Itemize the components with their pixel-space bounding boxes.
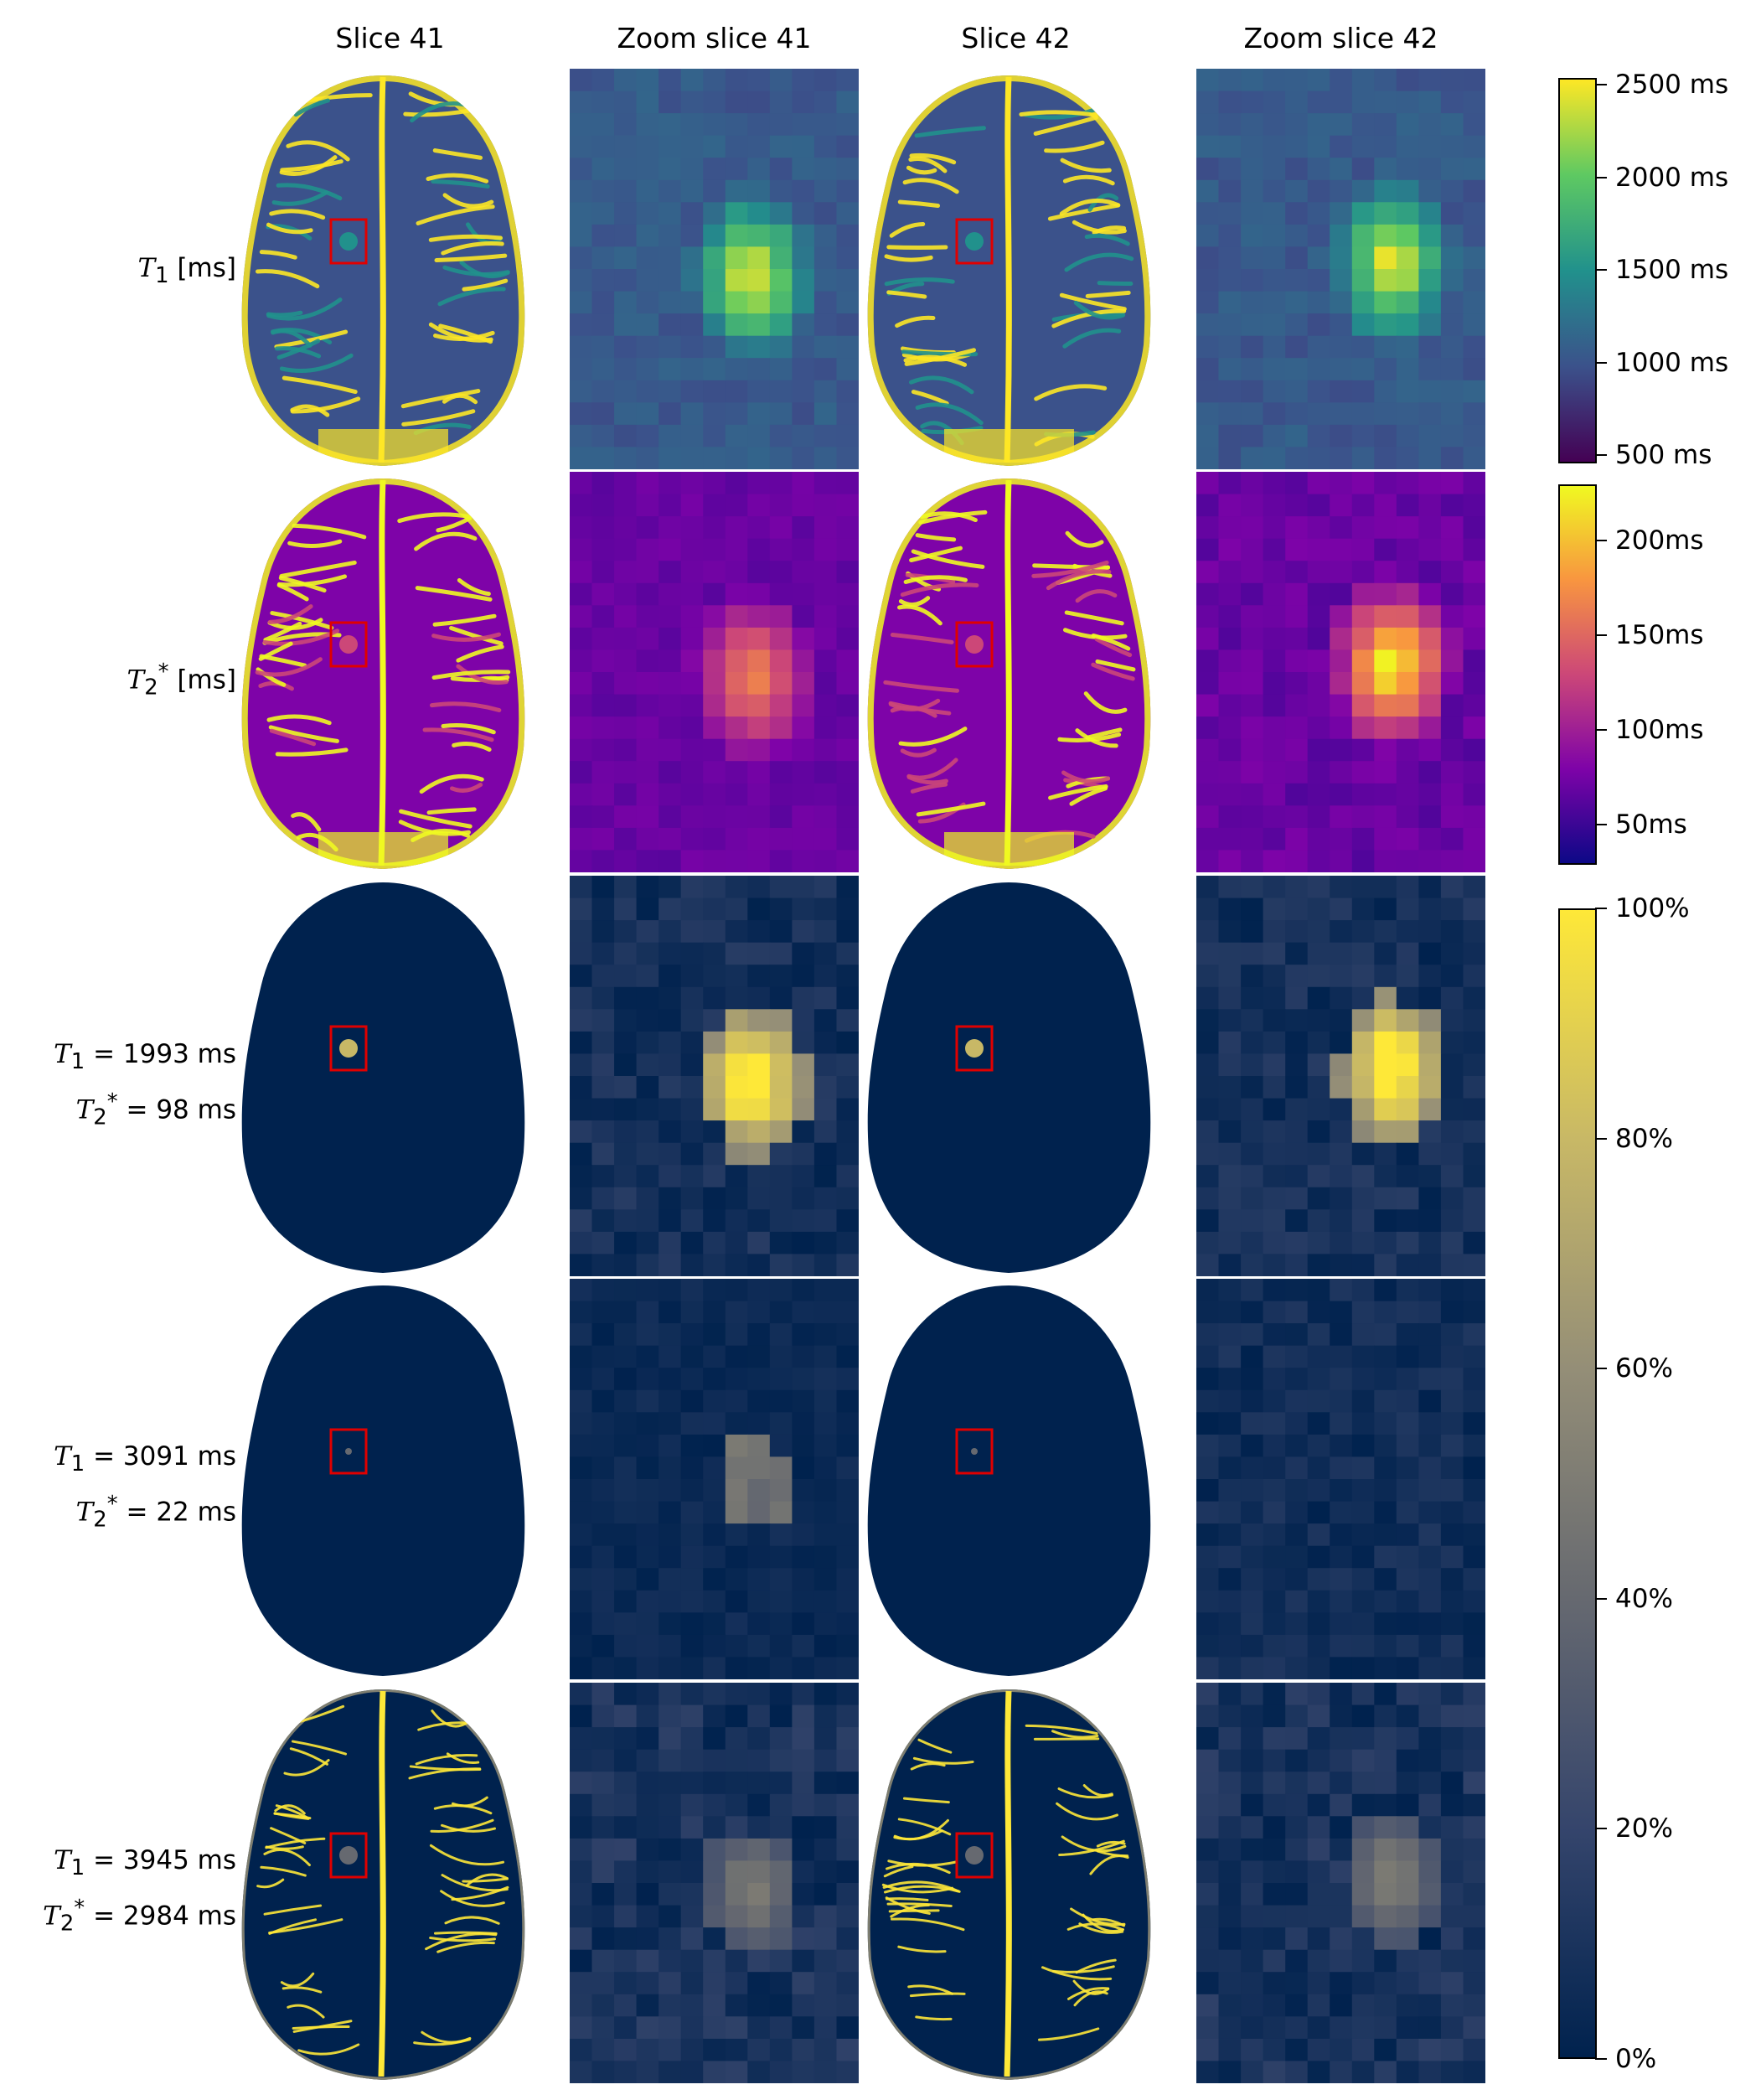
fraction-colorbar-tick bbox=[1595, 1137, 1607, 1140]
panel-t2star-slice-42 bbox=[865, 472, 1154, 872]
t1-colorbar-tick bbox=[1595, 454, 1607, 456]
lesion-spot bbox=[965, 635, 984, 654]
brain-slice bbox=[867, 1285, 1151, 1676]
t1-colorbar-tick bbox=[1595, 84, 1607, 85]
lesion-spot bbox=[339, 635, 358, 654]
t2star-colorbar-tick bbox=[1595, 729, 1607, 731]
panel-component-3-zoom-slice-41 bbox=[570, 1683, 859, 2083]
fraction-colorbar-tick-label: 20% bbox=[1615, 1813, 1673, 1844]
zoom-region-box bbox=[329, 1832, 368, 1879]
zoom-region-box bbox=[955, 1025, 994, 1072]
panel-component-1-slice-41 bbox=[239, 876, 528, 1276]
t1-colorbar-tick-label: 500 ms bbox=[1615, 440, 1712, 470]
panel-component-3-slice-41 bbox=[239, 1683, 528, 2083]
lesion-spot bbox=[965, 1846, 984, 1865]
row-label-component-3: T1 = 3945 ms T2* = 2984 ms bbox=[43, 1845, 236, 1937]
panel-component-1-slice-42 bbox=[865, 876, 1154, 1276]
lesion-spot bbox=[339, 1039, 358, 1058]
column-title-zoom-slice-42: Zoom slice 42 bbox=[1243, 22, 1438, 54]
fraction-colorbar-tick-label: 80% bbox=[1615, 1123, 1673, 1154]
fraction-colorbar-tick bbox=[1595, 1828, 1607, 1830]
column-title-zoom-slice-41: Zoom slice 41 bbox=[617, 22, 812, 54]
zoom-region-box bbox=[329, 1428, 368, 1475]
fraction-colorbar-tick bbox=[1595, 1597, 1607, 1600]
brain-slice bbox=[241, 1285, 525, 1676]
panel-component-2-zoom-slice-42 bbox=[1196, 1279, 1485, 1679]
t1-colorbar-tick bbox=[1595, 361, 1607, 364]
panel-t2star-slice-41 bbox=[239, 472, 528, 872]
row-label-t2star: T2* [ms] bbox=[127, 659, 236, 701]
t2star-colorbar-tick-label: 200ms bbox=[1615, 525, 1704, 556]
zoom-region-box bbox=[955, 1832, 994, 1879]
fraction-colorbar bbox=[1558, 908, 1597, 2059]
panel-t2star-zoom-slice-42 bbox=[1196, 472, 1485, 872]
fraction-colorbar-tick-label: 0% bbox=[1615, 2044, 1657, 2074]
lesion-spot bbox=[345, 1448, 352, 1455]
t1-colorbar-tick-label: 2000 ms bbox=[1615, 162, 1729, 193]
zoom-region-box bbox=[955, 218, 994, 265]
zoom-region-box bbox=[329, 218, 368, 265]
panel-component-1-zoom-slice-42 bbox=[1196, 876, 1485, 1276]
panel-t1-slice-42 bbox=[865, 69, 1154, 469]
t1-colorbar-tick bbox=[1595, 176, 1607, 178]
lesion-spot bbox=[965, 232, 984, 251]
brain-slice bbox=[867, 882, 1151, 1273]
panel-component-1-zoom-slice-41 bbox=[570, 876, 859, 1276]
panel-component-3-zoom-slice-42 bbox=[1196, 1683, 1485, 2083]
panel-t2star-zoom-slice-41 bbox=[570, 472, 859, 872]
zoom-region-box bbox=[329, 1025, 368, 1072]
fraction-colorbar-tick-label: 40% bbox=[1615, 1583, 1673, 1614]
lesion-spot bbox=[971, 1448, 978, 1455]
panel-t1-zoom-slice-41 bbox=[570, 69, 859, 469]
row-label-component-1: T1 = 1993 ms T2* = 98 ms bbox=[54, 1039, 236, 1130]
brain-slice bbox=[241, 882, 525, 1273]
t2star-colorbar-tick bbox=[1595, 634, 1607, 636]
panel-t1-zoom-slice-42 bbox=[1196, 69, 1485, 469]
zoom-region-box bbox=[329, 621, 368, 668]
panel-component-2-slice-41 bbox=[239, 1279, 528, 1679]
t1-colorbar-tick-label: 1500 ms bbox=[1615, 255, 1729, 285]
zoom-region-box bbox=[955, 1428, 994, 1475]
fraction-colorbar-tick bbox=[1595, 2058, 1607, 2060]
fraction-colorbar-tick-label: 60% bbox=[1615, 1353, 1673, 1384]
t2star-colorbar-tick-label: 50ms bbox=[1615, 809, 1687, 840]
t1-colorbar-tick-label: 1000 ms bbox=[1615, 347, 1729, 378]
row-label-t1: T1 [ms] bbox=[137, 253, 236, 289]
panel-t1-slice-41 bbox=[239, 69, 528, 469]
t1-colorbar-tick-label: 2500 ms bbox=[1615, 70, 1729, 100]
lesion-spot bbox=[965, 1039, 984, 1058]
t2star-colorbar-tick bbox=[1595, 540, 1607, 541]
t1-colorbar-tick bbox=[1595, 269, 1607, 271]
fraction-colorbar-tick-label: 100% bbox=[1615, 893, 1690, 923]
row-label-component-2: T1 = 3091 ms T2* = 22 ms bbox=[54, 1441, 236, 1533]
fraction-colorbar-tick bbox=[1595, 908, 1607, 909]
t1-colorbar bbox=[1558, 78, 1597, 463]
lesion-spot bbox=[339, 232, 358, 251]
fraction-colorbar-tick bbox=[1595, 1368, 1607, 1370]
column-title-slice-41: Slice 41 bbox=[335, 22, 445, 54]
t2star-colorbar-tick-label: 100ms bbox=[1615, 715, 1704, 745]
t2star-colorbar bbox=[1558, 484, 1597, 865]
panel-component-2-slice-42 bbox=[865, 1279, 1154, 1679]
panel-component-3-slice-42 bbox=[865, 1683, 1154, 2083]
column-title-slice-42: Slice 42 bbox=[961, 22, 1071, 54]
lesion-spot bbox=[339, 1846, 358, 1865]
panel-component-2-zoom-slice-41 bbox=[570, 1279, 859, 1679]
zoom-region-box bbox=[955, 621, 994, 668]
t2star-colorbar-tick-label: 150ms bbox=[1615, 620, 1704, 650]
t2star-colorbar-tick bbox=[1595, 824, 1607, 825]
